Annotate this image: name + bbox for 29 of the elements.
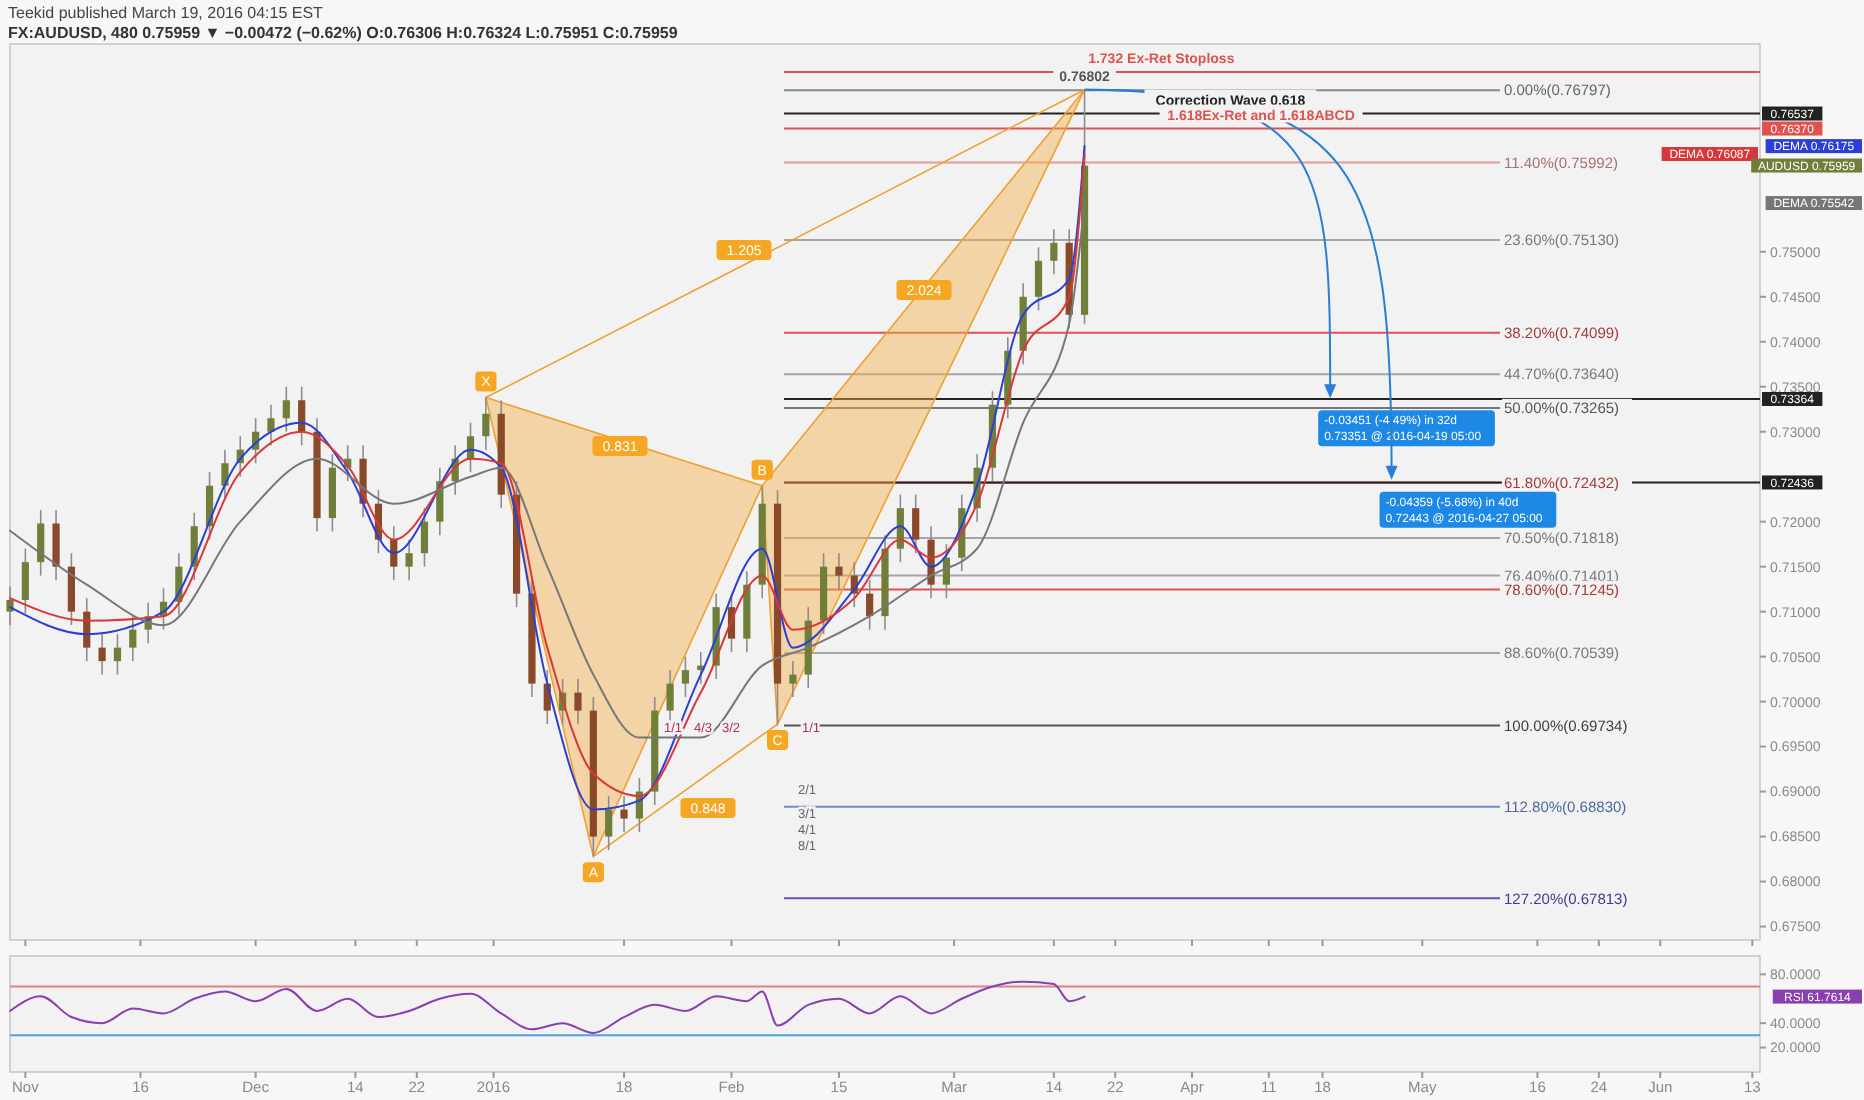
candlestick (666, 669, 674, 725)
candlestick (267, 403, 275, 447)
candlestick (681, 655, 690, 698)
candlestick (21, 547, 29, 615)
candlestick (52, 509, 60, 581)
candlestick (282, 385, 290, 433)
candlestick (98, 633, 106, 676)
candlestick (605, 795, 613, 851)
candlestick (574, 678, 582, 725)
candlestick (113, 633, 122, 676)
candlestick (221, 448, 229, 500)
candlestick (866, 579, 874, 631)
line-series (9, 980, 1086, 1034)
candlestick (482, 396, 490, 451)
candlestick (789, 660, 797, 698)
candlestick (1050, 228, 1058, 276)
candlestick (405, 538, 413, 581)
candlestick (420, 507, 429, 568)
candlestick (1034, 246, 1043, 312)
chart-title: FX:AUDUSD, 480 0.75959 ▼ −0.00472 (−0.62%) O:0.76306 H:0.76324 L:0.75951 C:0.75959 (8, 24, 679, 42)
candlestick (912, 493, 920, 554)
candlestick (835, 552, 843, 590)
candlestick (620, 795, 628, 833)
candlestick (37, 509, 45, 577)
chart-subtitle: Teekid published March 19, 2016 04:15 EST (8, 4, 324, 22)
candlestick (927, 525, 935, 599)
candlestick (6, 585, 14, 626)
candlestick (129, 615, 137, 662)
candlestick (67, 552, 75, 626)
